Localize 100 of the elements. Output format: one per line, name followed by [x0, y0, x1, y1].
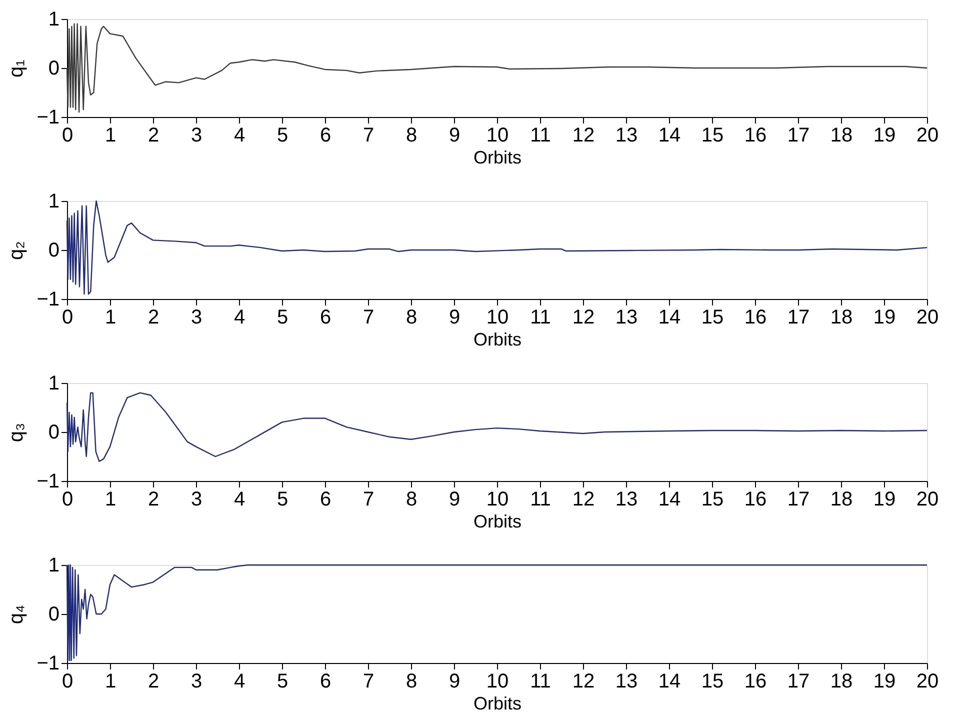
line-series	[66, 23, 928, 113]
x-tick-label: 20	[916, 124, 939, 146]
x-tick-label: 5	[276, 488, 288, 510]
x-tick-label: 19	[873, 670, 896, 692]
x-tick-label: 3	[190, 124, 202, 146]
x-tick-label: 6	[320, 124, 332, 146]
x-tick-label: 17	[787, 488, 810, 510]
x-tick-label: 7	[362, 124, 374, 146]
x-tick-label: 8	[406, 670, 418, 692]
x-tick-label: 5	[276, 124, 288, 146]
x-tick-label: 4	[234, 124, 246, 146]
x-tick-label: 13	[615, 488, 638, 510]
x-tick-label: 15	[701, 124, 724, 146]
x-tick-label: 14	[658, 488, 681, 510]
y-tick-label: −1	[36, 288, 60, 310]
x-tick-label: 16	[744, 670, 767, 692]
x-tick-label: 18	[830, 488, 853, 510]
x-axis-title: Orbits	[473, 148, 522, 168]
x-tick-label: 10	[486, 306, 509, 328]
y-tick-label: 1	[48, 8, 60, 30]
x-tick-label: 17	[787, 670, 810, 692]
x-tick-label: 8	[406, 306, 418, 328]
x-tick-label: 11	[530, 488, 551, 510]
x-tick-label: 1	[104, 124, 116, 146]
x-tick-label: 14	[658, 670, 681, 692]
x-tick-label: 9	[448, 488, 460, 510]
x-tick-label: 10	[486, 488, 509, 510]
x-tick-label: 5	[276, 306, 288, 328]
y-tick-label: 0	[48, 58, 60, 80]
x-tick-label: 2	[148, 124, 160, 146]
x-tick-label: 19	[873, 488, 896, 510]
y-tick-label: 1	[48, 190, 60, 212]
x-tick-label: 11	[530, 670, 551, 692]
x-tick-label: 10	[486, 670, 509, 692]
x-tick-label: 6	[320, 488, 332, 510]
y-axis-title: q₁	[6, 59, 28, 78]
x-tick-label: 1	[104, 670, 116, 692]
x-tick-label: 0	[62, 670, 74, 692]
x-tick-label: 2	[148, 670, 160, 692]
x-tick-label: 7	[362, 306, 374, 328]
line-series	[66, 200, 928, 295]
x-tick-label: 18	[830, 124, 853, 146]
x-tick-label: 15	[701, 488, 724, 510]
x-tick-label: 15	[701, 670, 724, 692]
x-tick-label: 4	[234, 488, 246, 510]
y-tick-label: 0	[48, 240, 60, 262]
x-axis-title: Orbits	[473, 330, 522, 350]
x-tick-label: 8	[406, 488, 418, 510]
x-tick-label: 16	[744, 124, 767, 146]
x-tick-label: 13	[615, 306, 638, 328]
y-axis-title: q₄	[6, 604, 28, 624]
x-tick-label: 5	[276, 670, 288, 692]
y-tick-label: −1	[36, 470, 60, 492]
y-tick-label: 0	[48, 604, 60, 626]
x-tick-label: 17	[787, 124, 810, 146]
x-tick-label: 10	[486, 124, 509, 146]
x-axis-title: Orbits	[473, 512, 522, 532]
x-tick-label: 4	[234, 306, 246, 328]
x-tick-label: 1	[104, 306, 116, 328]
x-tick-label: 13	[615, 670, 638, 692]
x-tick-label: 20	[916, 670, 939, 692]
x-tick-label: 12	[572, 488, 595, 510]
y-tick-label: 1	[48, 372, 60, 394]
x-tick-label: 3	[190, 306, 202, 328]
x-tick-label: 12	[572, 306, 595, 328]
x-tick-label: 4	[234, 670, 246, 692]
x-tick-label: 9	[448, 124, 460, 146]
y-axis-title: q₂	[6, 241, 28, 260]
x-tick-label: 7	[362, 488, 374, 510]
x-tick-label: 9	[448, 306, 460, 328]
x-tick-label: 8	[406, 124, 418, 146]
y-tick-label: −1	[36, 106, 60, 128]
x-tick-label: 9	[448, 670, 460, 692]
line-series	[66, 392, 928, 462]
x-tick-label: 0	[62, 124, 74, 146]
x-tick-label: 6	[320, 670, 332, 692]
x-tick-label: 6	[320, 306, 332, 328]
x-tick-label: 13	[615, 124, 638, 146]
x-tick-label: 3	[190, 488, 202, 510]
y-tick-label: 1	[48, 554, 60, 576]
line-series	[66, 564, 928, 662]
x-tick-label: 19	[873, 124, 896, 146]
x-tick-label: 16	[744, 306, 767, 328]
x-tick-label: 11	[530, 306, 551, 328]
x-tick-label: 14	[658, 306, 681, 328]
y-tick-label: 0	[48, 422, 60, 444]
x-tick-label: 12	[572, 670, 595, 692]
y-axis-title: q₃	[6, 422, 28, 442]
x-tick-label: 1	[104, 488, 116, 510]
x-tick-label: 20	[916, 306, 939, 328]
x-tick-label: 18	[830, 670, 853, 692]
x-tick-label: 19	[873, 306, 896, 328]
x-tick-label: 20	[916, 488, 939, 510]
x-tick-label: 7	[362, 670, 374, 692]
x-tick-label: 0	[62, 306, 74, 328]
x-tick-label: 15	[701, 306, 724, 328]
x-tick-label: 17	[787, 306, 810, 328]
x-tick-label: 11	[530, 124, 551, 146]
x-tick-label: 18	[830, 306, 853, 328]
x-tick-label: 0	[62, 488, 74, 510]
